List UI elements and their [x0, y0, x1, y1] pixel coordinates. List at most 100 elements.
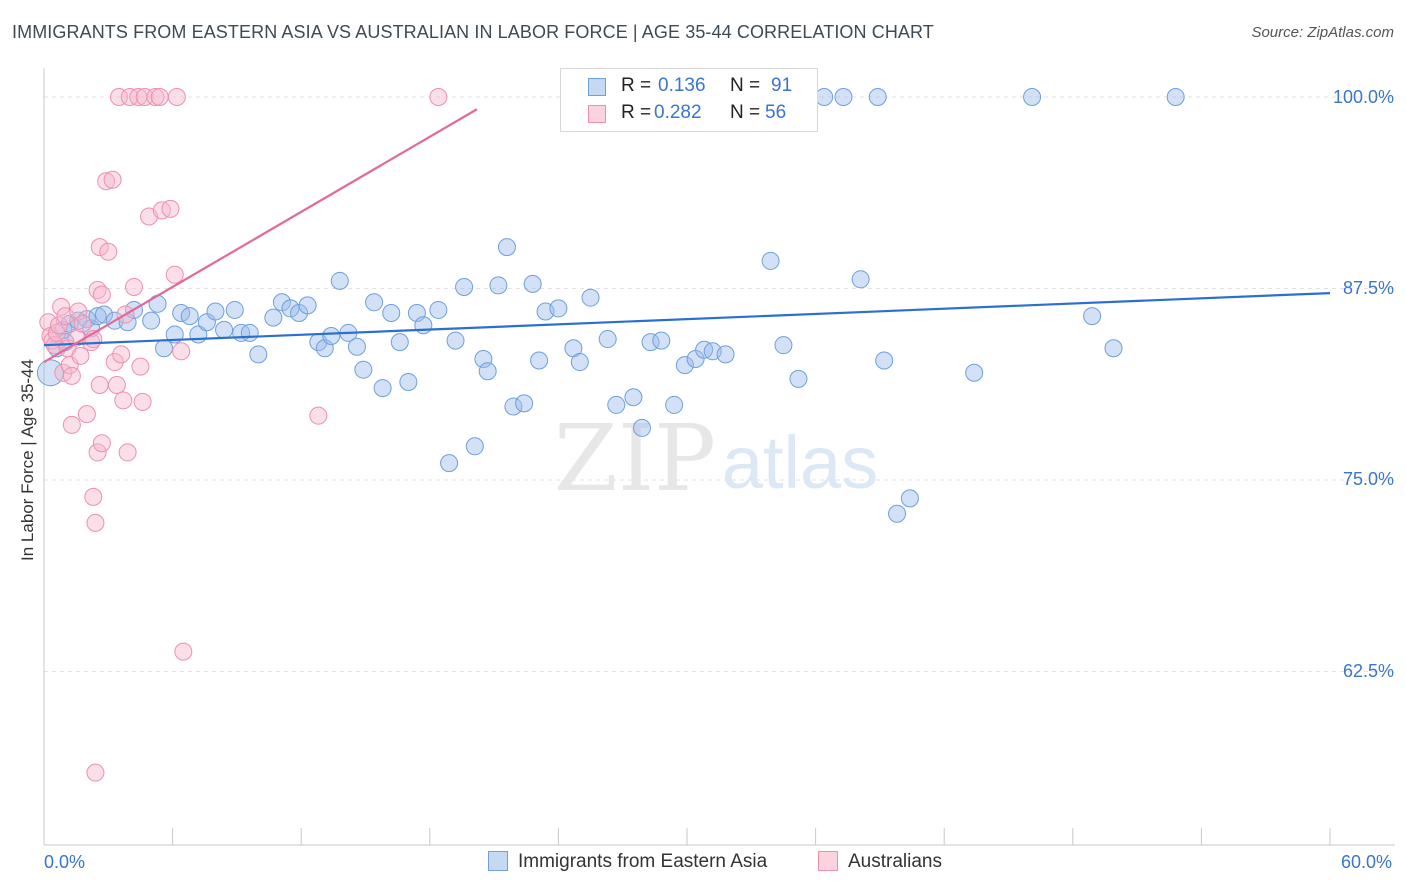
point-eastern-asia: [264, 308, 283, 327]
point-eastern-asia: [581, 288, 600, 307]
point-eastern-asia: [761, 251, 780, 270]
point-australians: [309, 406, 328, 425]
bottom-legend-swatch-blue: [488, 851, 508, 871]
point-australians: [97, 172, 116, 191]
point-australians: [92, 434, 111, 453]
point-australians: [112, 345, 131, 364]
point-eastern-asia: [888, 504, 907, 523]
grid-lines: [44, 96, 1395, 672]
point-australians: [146, 88, 165, 106]
legend-row-eastern-asia: R = 0.136 N = 91: [561, 73, 817, 101]
axes: [43, 68, 1395, 846]
point-australians: [105, 353, 124, 372]
point-australians: [73, 314, 92, 333]
point-eastern-asia: [373, 379, 392, 398]
point-eastern-asia: [465, 437, 484, 456]
trend-line-australians: [43, 108, 478, 363]
bottom-legend-eastern-asia: Immigrants from Eastern Asia: [488, 851, 767, 873]
point-eastern-asia: [607, 395, 626, 414]
point-eastern-asia: [1083, 307, 1102, 326]
point-eastern-asia: [180, 307, 199, 326]
trend-line-eastern-asia: [43, 291, 1331, 347]
point-australians: [99, 242, 118, 261]
point-australians: [84, 487, 103, 506]
legend-row-australians: R = 0.282 N = 56: [561, 100, 817, 128]
point-eastern-asia: [570, 353, 589, 372]
point-eastern-asia: [815, 88, 834, 106]
point-eastern-asia: [281, 299, 300, 318]
point-eastern-asia: [900, 489, 919, 508]
point-eastern-asia: [868, 88, 887, 106]
point-eastern-asia: [549, 299, 568, 318]
point-eastern-asia: [1104, 339, 1123, 358]
point-australians: [118, 443, 137, 462]
point-australians: [90, 376, 109, 395]
bottom-legend-label-eastern-asia: Immigrants from Eastern Asia: [518, 851, 768, 872]
point-australians: [110, 88, 129, 106]
legend-r-label: R =: [621, 102, 652, 123]
point-eastern-asia: [624, 388, 643, 407]
point-australians: [161, 199, 180, 218]
point-australians: [172, 342, 191, 361]
point-eastern-asia: [875, 351, 894, 370]
point-eastern-asia: [440, 454, 459, 473]
legend-n-label: N =: [730, 75, 761, 96]
point-eastern-asia: [347, 337, 366, 356]
point-australians: [131, 357, 150, 376]
legend-r-value: 0.136: [658, 75, 706, 96]
point-eastern-asia: [774, 336, 793, 355]
point-eastern-asia: [142, 311, 161, 330]
legend-r-label: R =: [621, 75, 652, 96]
legend-n-value: 56: [765, 102, 787, 123]
point-australians: [88, 443, 107, 462]
point-eastern-asia: [834, 88, 853, 106]
point-eastern-asia: [414, 316, 433, 335]
point-australians: [107, 376, 126, 395]
point-australians: [52, 297, 71, 316]
bottom-legend-australians: Australians: [818, 851, 942, 873]
point-eastern-asia: [675, 356, 694, 375]
point-australians: [62, 366, 81, 385]
point-eastern-asia: [530, 351, 549, 370]
point-australians: [165, 265, 184, 284]
point-eastern-asia: [515, 394, 534, 413]
correlation-legend: R = 0.136 N = 91 R = 0.282 N = 56: [560, 68, 818, 132]
point-australians: [125, 277, 144, 296]
y-tick-100: 100.0%: [1332, 87, 1394, 107]
point-australians: [62, 415, 81, 434]
point-eastern-asia: [478, 362, 497, 381]
y-tick-87-5: 87.5%: [1342, 278, 1394, 298]
point-eastern-asia: [155, 339, 174, 358]
point-eastern-asia: [95, 305, 114, 324]
point-australians: [114, 391, 133, 410]
bottom-legend-swatch-pink: [818, 851, 838, 871]
bottom-legend-label-australians: Australians: [848, 851, 942, 872]
trend-lines: [43, 108, 1331, 363]
point-eastern-asia: [665, 395, 684, 414]
point-eastern-asia: [446, 331, 465, 350]
point-australians: [90, 238, 109, 257]
y-axis-title: In Labor Force | Age 35-44: [18, 359, 37, 561]
legend-n-value: 91: [771, 75, 793, 96]
point-eastern-asia: [148, 294, 167, 313]
point-eastern-asia: [489, 276, 508, 295]
point-eastern-asia: [851, 270, 870, 289]
point-eastern-asia: [206, 302, 225, 321]
point-eastern-asia: [215, 320, 234, 339]
source-note: Source: ZipAtlas.com: [1251, 24, 1394, 41]
point-eastern-asia: [965, 363, 984, 382]
y-tick-62-5: 62.5%: [1342, 661, 1394, 681]
point-eastern-asia: [598, 330, 617, 349]
legend-n-label: N =: [730, 102, 761, 123]
legend-swatch-blue: [588, 78, 606, 96]
point-australians: [50, 316, 69, 335]
legend-swatch-pink: [588, 105, 606, 123]
point-eastern-asia: [354, 360, 373, 379]
point-eastern-asia: [298, 296, 317, 315]
point-australians: [135, 88, 154, 106]
point-eastern-asia: [240, 323, 259, 342]
point-australians: [133, 392, 152, 411]
point-eastern-asia: [455, 277, 474, 296]
watermark-atlas: atlas: [722, 421, 878, 504]
